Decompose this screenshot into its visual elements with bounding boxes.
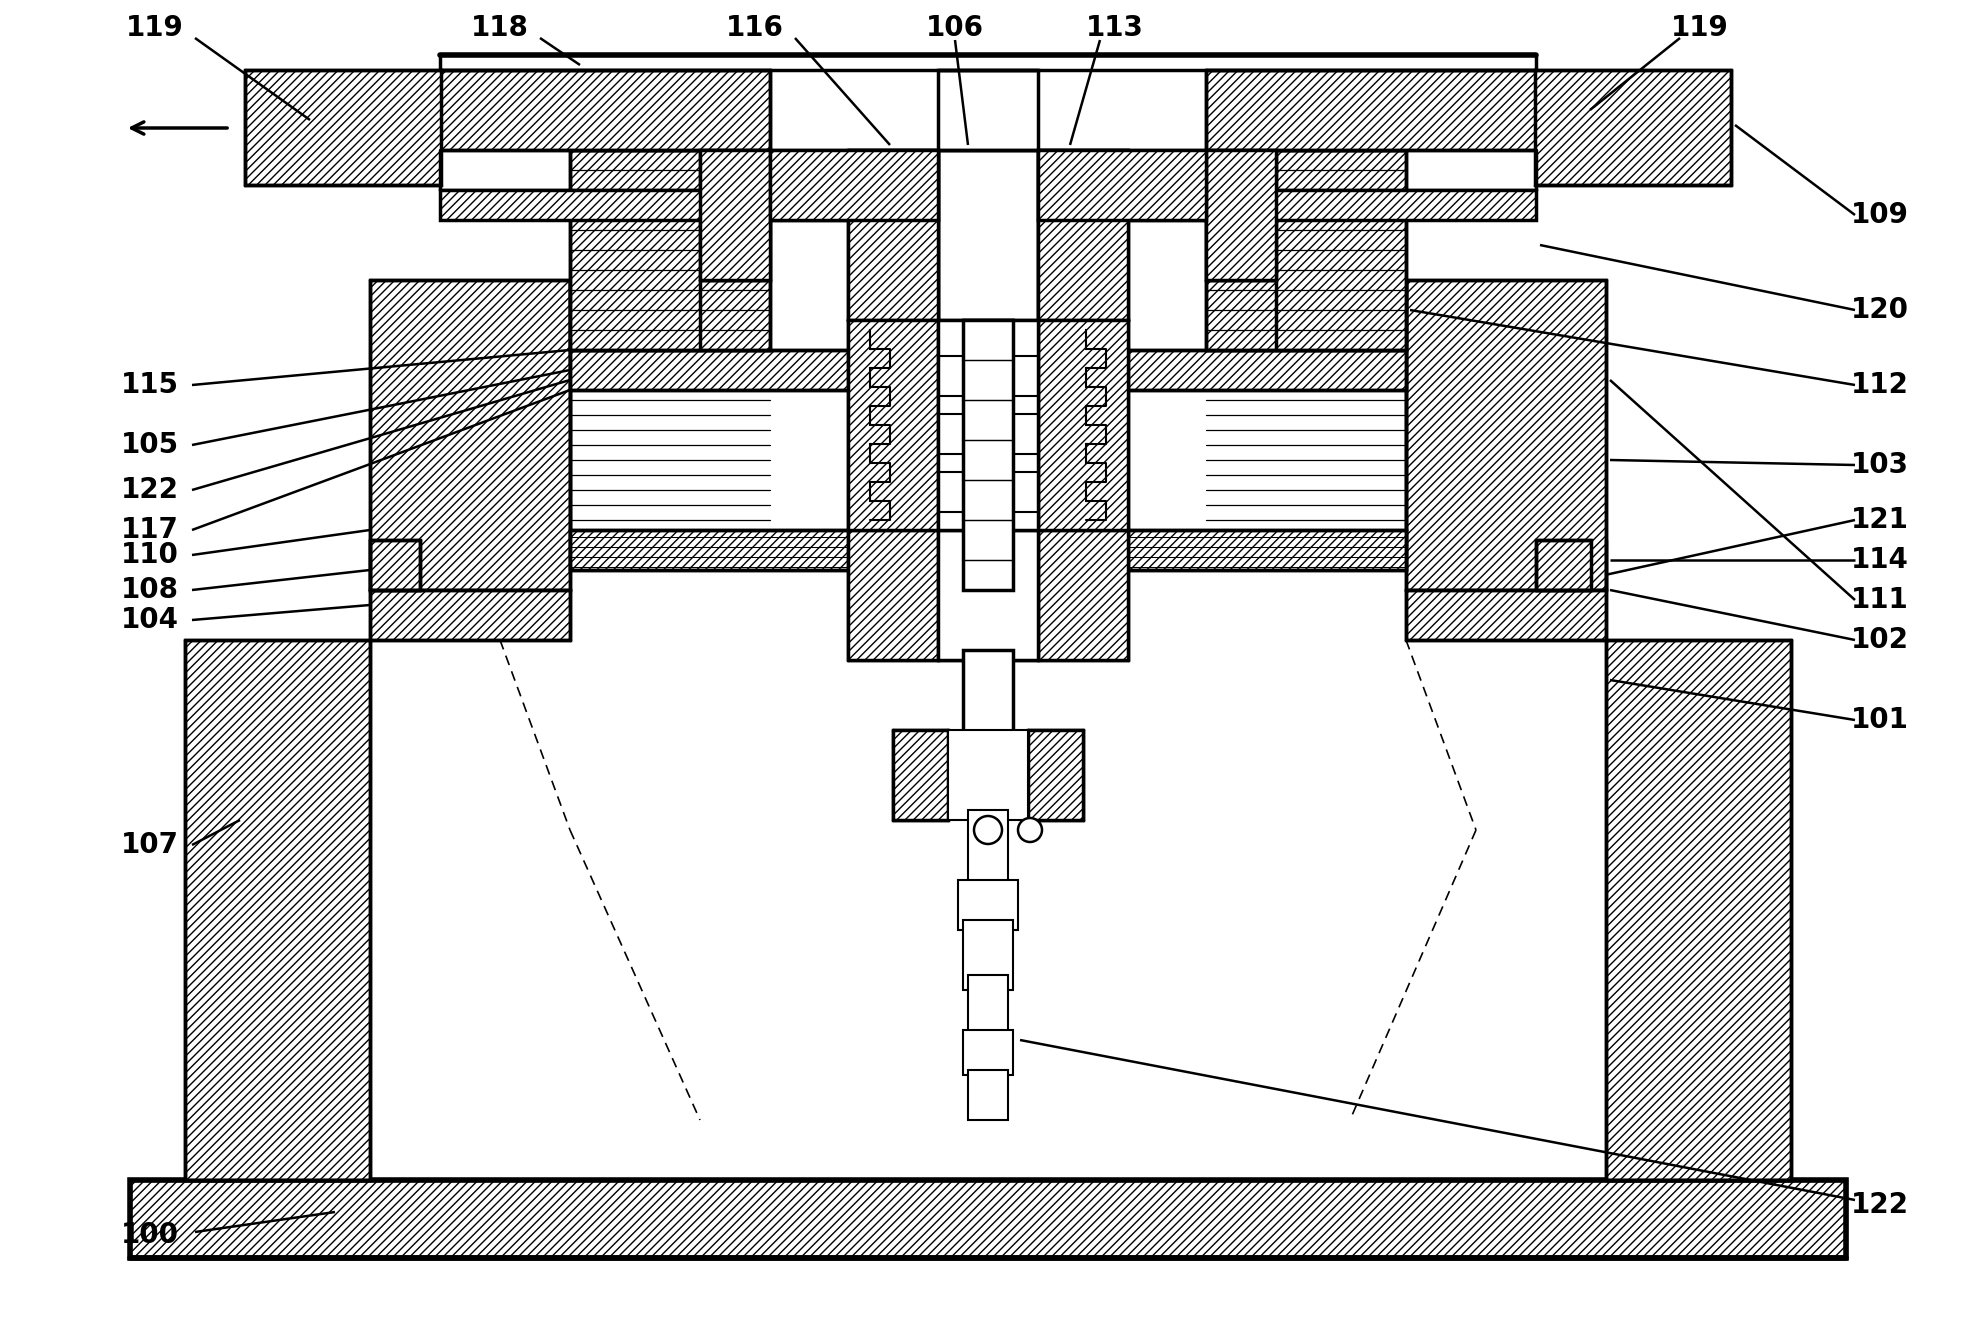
Bar (848, 150, 939, 319)
Text: 105: 105 (121, 432, 180, 459)
Bar (962, 319, 1014, 590)
Bar (1028, 730, 1083, 820)
Text: 113: 113 (1087, 15, 1144, 42)
Circle shape (968, 356, 1008, 396)
Bar (1407, 590, 1606, 640)
Text: 108: 108 (121, 576, 180, 605)
Text: 106: 106 (927, 15, 984, 42)
Text: 107: 107 (121, 832, 180, 859)
Bar (1407, 280, 1606, 590)
Bar (939, 531, 1037, 660)
Bar (968, 975, 1008, 1035)
Text: 110: 110 (121, 541, 180, 569)
Text: 122: 122 (1852, 1191, 1909, 1218)
Bar (939, 319, 1037, 531)
Text: 117: 117 (121, 516, 180, 544)
Bar (1037, 150, 1128, 319)
Bar (848, 319, 939, 531)
Text: 111: 111 (1852, 586, 1909, 614)
Text: 112: 112 (1852, 371, 1909, 399)
Bar (1037, 319, 1128, 531)
Bar (569, 150, 771, 350)
Circle shape (968, 414, 1008, 454)
Bar (245, 70, 441, 185)
Text: 119: 119 (1672, 15, 1729, 42)
Bar (1205, 70, 1535, 150)
Circle shape (1018, 818, 1041, 842)
Bar (948, 730, 1028, 820)
Bar (569, 531, 1407, 570)
Bar (1606, 640, 1790, 1180)
Text: 119: 119 (126, 15, 184, 42)
Text: 109: 109 (1852, 201, 1909, 228)
Bar (441, 190, 771, 220)
Text: 115: 115 (121, 371, 180, 399)
Bar (962, 1030, 1014, 1074)
Bar (569, 350, 1407, 389)
Bar (848, 531, 939, 660)
Bar (939, 70, 1037, 150)
Bar (958, 880, 1018, 931)
Bar (130, 1180, 1846, 1258)
Bar (1205, 190, 1535, 220)
Bar (186, 640, 370, 1180)
Bar (968, 1071, 1008, 1119)
Text: 103: 103 (1852, 451, 1909, 479)
Text: 118: 118 (470, 15, 530, 42)
Bar (370, 280, 569, 590)
Bar (1037, 150, 1205, 220)
Bar (1535, 540, 1591, 590)
Circle shape (974, 816, 1002, 843)
Text: 102: 102 (1852, 626, 1909, 653)
Text: 114: 114 (1852, 546, 1909, 574)
Bar (370, 590, 569, 640)
Text: 101: 101 (1852, 706, 1909, 734)
Bar (441, 70, 771, 150)
Bar (893, 730, 948, 820)
Text: 121: 121 (1852, 506, 1909, 535)
Bar (370, 540, 421, 590)
Bar (1037, 531, 1128, 660)
Text: 116: 116 (725, 15, 784, 42)
Circle shape (968, 473, 1008, 512)
Bar (771, 150, 939, 220)
Text: 100: 100 (121, 1221, 180, 1249)
Text: 104: 104 (121, 606, 180, 634)
Text: 122: 122 (121, 477, 180, 504)
Bar (1205, 150, 1407, 350)
Bar (1535, 70, 1731, 185)
Bar (968, 810, 1008, 890)
Bar (962, 920, 1014, 990)
Text: 120: 120 (1852, 296, 1909, 323)
Bar (962, 649, 1014, 750)
Bar (700, 150, 771, 280)
Bar (1205, 150, 1276, 280)
